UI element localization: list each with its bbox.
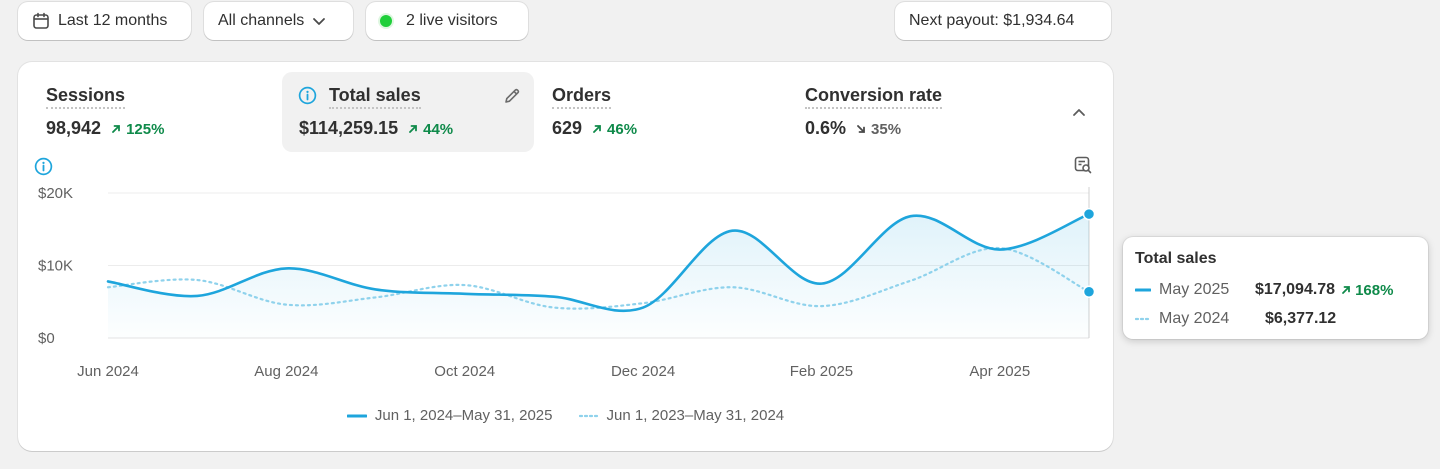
x-tick-label: Dec 2024 bbox=[611, 363, 675, 380]
metric-change-value: 35% bbox=[871, 120, 902, 138]
metric-label: Total sales bbox=[329, 85, 421, 109]
metric-sessions[interactable]: Sessions 98,942 125% bbox=[28, 72, 280, 152]
info-icon[interactable] bbox=[34, 157, 53, 181]
tooltip-period: May 2024 bbox=[1159, 310, 1230, 327]
solid-line-swatch bbox=[346, 414, 367, 417]
chevron-down-icon bbox=[312, 14, 326, 28]
metric-conversion-rate[interactable]: Conversion rate 0.6% 35% bbox=[787, 72, 1057, 152]
arrow-down-right-icon bbox=[857, 125, 865, 133]
legend-item-current[interactable]: Jun 1, 2024–May 31, 2025 bbox=[346, 407, 553, 424]
metric-total-sales[interactable]: Total sales $114,259.15 44% bbox=[282, 72, 534, 152]
metric-value: 629 bbox=[552, 118, 583, 138]
tooltip-row-previous: May 2024 $6,377.12 bbox=[1135, 310, 1420, 328]
metric-value: 0.6% bbox=[805, 118, 847, 138]
date-range-button[interactable]: Last 12 months bbox=[18, 2, 191, 40]
live-visitors-label: 2 live visitors bbox=[406, 12, 498, 29]
metric-value: $114,259.15 bbox=[299, 118, 399, 138]
channels-dropdown[interactable]: All channels bbox=[204, 2, 353, 40]
legend-item-previous[interactable]: Jun 1, 2023–May 31, 2024 bbox=[578, 407, 785, 424]
dotted-line-swatch bbox=[1135, 317, 1151, 321]
x-tick-label: Oct 2024 bbox=[434, 363, 495, 380]
toolbar: Last 12 months All channels 2 live visit… bbox=[18, 2, 1440, 40]
next-payout-button[interactable]: Next payout: $1,934.64 bbox=[895, 2, 1111, 40]
metric-change: 44% bbox=[408, 121, 453, 138]
total-sales-chart: $0 $10K $20K Jun 2024 Aug 2024 Oct 2024 Dec 20… bbox=[38, 185, 1096, 380]
arrow-up-right-icon bbox=[112, 125, 120, 133]
status-dot-icon bbox=[380, 15, 392, 27]
info-icon[interactable] bbox=[298, 86, 317, 110]
metric-change-value: 125% bbox=[126, 120, 165, 138]
legend-label: Jun 1, 2023–May 31, 2024 bbox=[606, 407, 785, 424]
metric-change-value: 46% bbox=[607, 120, 638, 138]
tooltip-title: Total sales bbox=[1135, 250, 1217, 267]
metric-change: 46% bbox=[592, 121, 637, 138]
tooltip-value: $6,377.12 bbox=[1265, 310, 1337, 327]
solid-line-swatch bbox=[1135, 288, 1151, 292]
calendar-icon bbox=[32, 12, 50, 30]
x-tick-label: Aug 2024 bbox=[254, 363, 318, 380]
next-payout-label: Next payout: $1,934.64 bbox=[909, 12, 1075, 29]
live-visitors-button[interactable]: 2 live visitors bbox=[366, 2, 528, 40]
series-area-current bbox=[108, 214, 1089, 338]
tooltip-period: May 2025 bbox=[1159, 281, 1230, 298]
data-point-current bbox=[1082, 207, 1096, 221]
chart-tooltip: Total sales May 2025 $17,094.78 168% May… bbox=[1123, 237, 1428, 339]
arrow-up-right-icon bbox=[593, 125, 601, 133]
chevron-up-icon[interactable] bbox=[1070, 104, 1088, 127]
arrow-up-right-icon bbox=[1342, 286, 1350, 294]
metric-label: Conversion rate bbox=[805, 85, 943, 109]
x-tick-label: Jun 2024 bbox=[77, 363, 139, 380]
metric-label: Sessions bbox=[46, 85, 126, 109]
x-tick-label: Feb 2025 bbox=[790, 363, 853, 380]
y-tick-label: $0 bbox=[38, 330, 55, 347]
tooltip-change: 168% bbox=[1341, 282, 1393, 299]
channels-label: All channels bbox=[218, 12, 305, 29]
report-search-icon[interactable] bbox=[1073, 155, 1093, 180]
series-line-current bbox=[106, 212, 1091, 313]
legend-label: Jun 1, 2024–May 31, 2025 bbox=[374, 407, 553, 424]
tooltip-row-current: May 2025 $17,094.78 168% bbox=[1135, 281, 1420, 299]
metric-change: 35% bbox=[856, 121, 901, 138]
metric-label: Orders bbox=[552, 85, 612, 109]
y-tick-label: $10K bbox=[38, 258, 73, 275]
metric-change-value: 44% bbox=[423, 120, 454, 138]
dotted-line-swatch bbox=[578, 414, 599, 417]
metric-change: 125% bbox=[111, 121, 164, 138]
date-range-label: Last 12 months bbox=[58, 12, 168, 29]
data-point-previous bbox=[1082, 285, 1096, 299]
tooltip-change-value: 168% bbox=[1355, 281, 1394, 299]
x-tick-label: Apr 2025 bbox=[969, 363, 1030, 380]
pencil-icon[interactable] bbox=[502, 86, 522, 111]
chart-legend: Jun 1, 2024–May 31, 2025 Jun 1, 2023–May… bbox=[18, 407, 1113, 424]
metric-orders[interactable]: Orders 629 46% bbox=[534, 72, 786, 152]
analytics-card: Sessions 98,942 125% Total sales $114,25… bbox=[18, 62, 1113, 451]
y-tick-label: $20K bbox=[38, 185, 73, 202]
metric-value: 98,942 bbox=[46, 118, 102, 138]
arrow-up-right-icon bbox=[409, 125, 418, 133]
tooltip-value: $17,094.78 bbox=[1255, 281, 1336, 298]
